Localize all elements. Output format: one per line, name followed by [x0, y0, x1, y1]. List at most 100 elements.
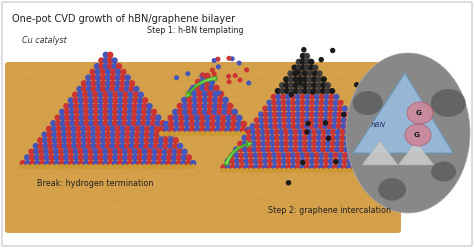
- Circle shape: [169, 131, 175, 137]
- Circle shape: [73, 164, 79, 169]
- Circle shape: [215, 131, 220, 137]
- Circle shape: [379, 164, 385, 170]
- Circle shape: [68, 149, 74, 155]
- Circle shape: [57, 143, 63, 149]
- Circle shape: [117, 97, 124, 104]
- Circle shape: [83, 114, 90, 121]
- Circle shape: [207, 97, 213, 103]
- Circle shape: [100, 86, 107, 92]
- Circle shape: [122, 92, 129, 98]
- Circle shape: [286, 164, 292, 170]
- Circle shape: [122, 154, 128, 161]
- Circle shape: [328, 152, 334, 158]
- Circle shape: [48, 149, 55, 155]
- Circle shape: [307, 129, 313, 135]
- Circle shape: [229, 158, 236, 164]
- Circle shape: [186, 97, 193, 103]
- Circle shape: [249, 168, 254, 173]
- Circle shape: [95, 126, 101, 132]
- Circle shape: [134, 137, 140, 144]
- Circle shape: [307, 70, 313, 77]
- Circle shape: [141, 160, 148, 166]
- Circle shape: [210, 68, 214, 72]
- Circle shape: [313, 111, 319, 118]
- Circle shape: [247, 81, 251, 85]
- Circle shape: [128, 86, 135, 92]
- Circle shape: [58, 160, 65, 166]
- Circle shape: [102, 103, 109, 109]
- Circle shape: [201, 97, 209, 103]
- Circle shape: [230, 131, 236, 137]
- Circle shape: [108, 164, 113, 169]
- Circle shape: [233, 74, 237, 77]
- Circle shape: [279, 135, 285, 141]
- Circle shape: [66, 143, 73, 149]
- Circle shape: [277, 168, 282, 173]
- Circle shape: [296, 64, 302, 71]
- Circle shape: [25, 160, 31, 166]
- Circle shape: [109, 131, 116, 138]
- Circle shape: [195, 79, 201, 85]
- Circle shape: [100, 69, 106, 75]
- Circle shape: [370, 152, 376, 158]
- Circle shape: [319, 94, 325, 100]
- Circle shape: [187, 103, 193, 109]
- Circle shape: [319, 168, 324, 173]
- Circle shape: [234, 164, 241, 170]
- Circle shape: [91, 80, 97, 87]
- Circle shape: [295, 111, 301, 118]
- Circle shape: [257, 158, 264, 164]
- Circle shape: [304, 123, 310, 129]
- Circle shape: [346, 158, 353, 164]
- Circle shape: [153, 137, 160, 144]
- Circle shape: [309, 105, 315, 112]
- Circle shape: [272, 168, 277, 173]
- Circle shape: [281, 111, 287, 118]
- Circle shape: [175, 160, 182, 166]
- Circle shape: [287, 70, 293, 77]
- Circle shape: [288, 82, 294, 88]
- Circle shape: [100, 126, 106, 132]
- Circle shape: [316, 88, 322, 94]
- Polygon shape: [362, 141, 398, 165]
- Circle shape: [112, 164, 118, 169]
- Circle shape: [28, 149, 35, 155]
- Ellipse shape: [431, 89, 466, 117]
- Circle shape: [266, 152, 273, 158]
- Circle shape: [229, 152, 235, 158]
- Circle shape: [272, 111, 278, 118]
- Circle shape: [354, 123, 360, 129]
- Circle shape: [59, 164, 64, 169]
- Circle shape: [238, 152, 245, 158]
- Circle shape: [142, 149, 148, 155]
- Circle shape: [245, 127, 252, 133]
- Circle shape: [291, 111, 297, 118]
- Circle shape: [112, 120, 118, 126]
- Circle shape: [255, 135, 262, 141]
- Circle shape: [127, 109, 133, 115]
- Circle shape: [131, 120, 137, 126]
- Circle shape: [90, 69, 96, 75]
- Circle shape: [139, 126, 146, 132]
- Circle shape: [100, 131, 106, 138]
- Circle shape: [337, 111, 343, 118]
- Circle shape: [144, 131, 150, 138]
- Circle shape: [255, 141, 262, 147]
- Circle shape: [235, 121, 242, 127]
- Circle shape: [167, 143, 174, 149]
- Circle shape: [372, 145, 376, 149]
- Circle shape: [201, 73, 204, 77]
- Circle shape: [156, 164, 162, 169]
- Circle shape: [234, 152, 240, 158]
- Circle shape: [215, 121, 221, 127]
- Circle shape: [98, 109, 104, 115]
- Circle shape: [301, 161, 305, 165]
- Circle shape: [105, 137, 111, 144]
- Circle shape: [98, 160, 104, 166]
- Circle shape: [53, 149, 59, 155]
- Circle shape: [337, 105, 343, 112]
- Circle shape: [53, 154, 60, 161]
- Circle shape: [137, 97, 144, 104]
- Circle shape: [105, 143, 111, 149]
- Circle shape: [279, 141, 285, 147]
